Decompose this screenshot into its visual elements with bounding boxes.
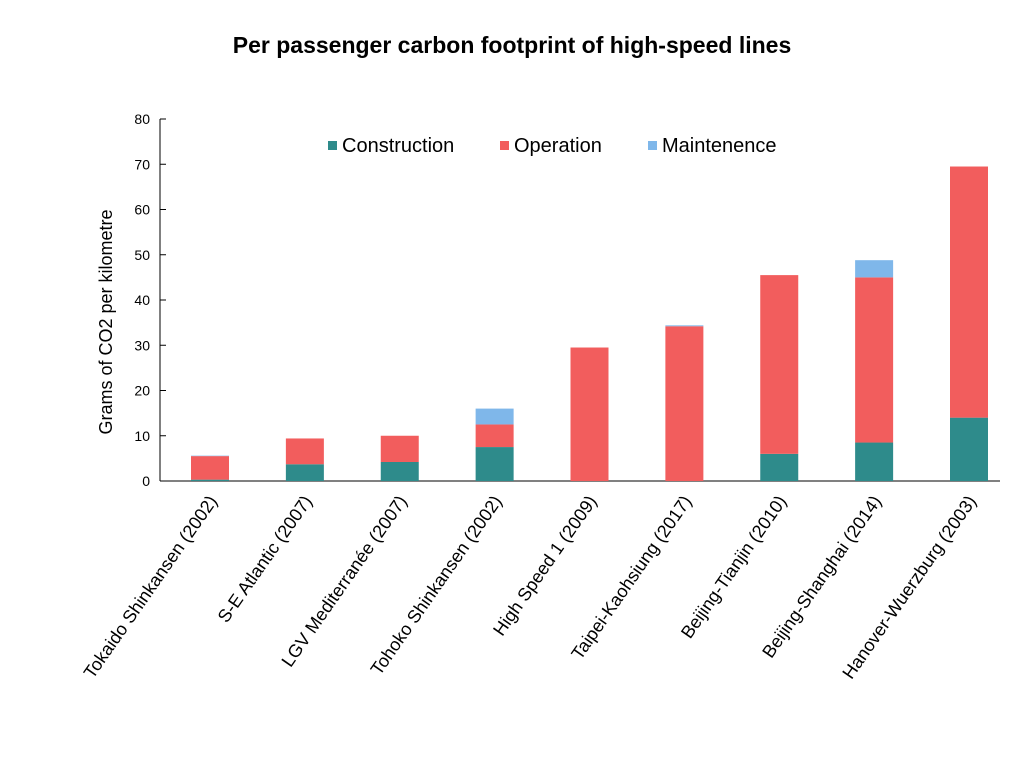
legend-label-operation: Operation (514, 135, 602, 157)
category-label: High Speed 1 (2009) (489, 492, 601, 640)
bars (191, 166, 988, 481)
category-label: S-E Atlantic (2007) (214, 492, 316, 626)
bar-operation-4 (570, 347, 609, 481)
x-labels: Tokaido Shinkansen (2002)S-E Atlantic (2… (80, 492, 981, 683)
legend-label-construction: Construction (342, 135, 454, 157)
y-tick-label: 80 (134, 111, 150, 127)
y-tick-label: 10 (134, 428, 150, 444)
legend-label-maintenence: Maintenence (662, 135, 777, 157)
bar-maintenence-5 (665, 325, 704, 327)
y-tick-label: 40 (134, 292, 150, 308)
y-tick-label: 20 (134, 383, 150, 399)
bar-operation-0 (191, 456, 229, 480)
legend-swatch-maintenence (648, 141, 657, 150)
chart-title: Per passenger carbon footprint of high-s… (232, 32, 792, 58)
y-tick-label: 30 (134, 337, 150, 353)
bar-construction-1 (285, 464, 324, 481)
bar-construction-6 (760, 453, 799, 481)
bar-operation-5 (665, 326, 704, 481)
legend-swatch-construction (328, 141, 337, 150)
y-tick-label: 0 (142, 473, 150, 489)
bar-construction-8 (950, 417, 988, 481)
bar-operation-7 (855, 277, 894, 443)
legend-swatch-operation (500, 141, 509, 150)
bar-construction-0 (191, 479, 229, 481)
category-label: Tokaido Shinkansen (2002) (80, 492, 222, 682)
legend: Construction Operation Maintenence (328, 135, 777, 157)
bar-operation-3 (475, 424, 514, 448)
bar-maintenence-3 (475, 408, 514, 425)
bar-construction-2 (380, 461, 419, 481)
y-tick-label: 60 (134, 202, 150, 218)
bar-operation-8 (950, 166, 988, 418)
bar-operation-6 (760, 275, 799, 454)
category-label: Beijing-Tianjin (2010) (677, 492, 791, 642)
bar-construction-7 (855, 442, 894, 481)
y-tick-label: 70 (134, 156, 150, 172)
bar-construction-3 (475, 447, 514, 481)
bar-operation-2 (380, 435, 419, 462)
bar-operation-1 (285, 438, 324, 465)
y-axis-label: Grams of CO2 per kilometre (96, 209, 116, 434)
y-tick-label: 50 (134, 247, 150, 263)
bar-maintenence-7 (855, 260, 894, 278)
